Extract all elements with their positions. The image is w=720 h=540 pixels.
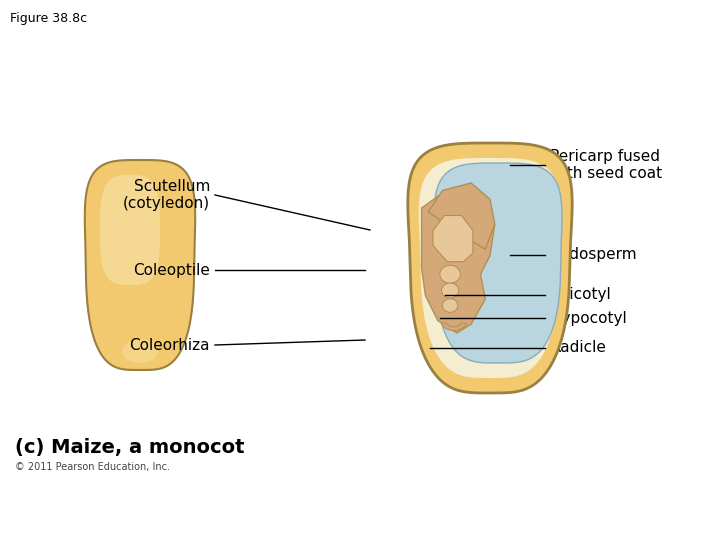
Polygon shape: [434, 163, 562, 363]
Polygon shape: [442, 299, 458, 312]
Polygon shape: [441, 283, 459, 298]
Text: Scutellum
(cotyledon): Scutellum (cotyledon): [123, 179, 210, 211]
Polygon shape: [122, 339, 158, 363]
Text: Radicle: Radicle: [550, 341, 606, 355]
Text: © 2011 Pearson Education, Inc.: © 2011 Pearson Education, Inc.: [15, 462, 170, 472]
Text: Coleorhiza: Coleorhiza: [130, 338, 210, 353]
Polygon shape: [85, 160, 195, 370]
Polygon shape: [440, 265, 460, 284]
Text: Epicotyl: Epicotyl: [550, 287, 611, 302]
Polygon shape: [433, 215, 473, 262]
Text: Coleoptile: Coleoptile: [133, 262, 210, 278]
Text: Pericarp fused
with seed coat: Pericarp fused with seed coat: [550, 149, 662, 181]
Polygon shape: [428, 183, 495, 249]
Polygon shape: [408, 143, 572, 393]
Polygon shape: [422, 193, 495, 333]
Polygon shape: [419, 158, 562, 378]
Polygon shape: [441, 322, 467, 330]
Text: Hypocotyl: Hypocotyl: [550, 310, 626, 326]
Text: Figure 38.8c: Figure 38.8c: [10, 12, 87, 25]
Polygon shape: [100, 175, 160, 285]
Text: (c) Maize, a monocot: (c) Maize, a monocot: [15, 438, 245, 457]
Text: Endosperm: Endosperm: [550, 247, 636, 262]
